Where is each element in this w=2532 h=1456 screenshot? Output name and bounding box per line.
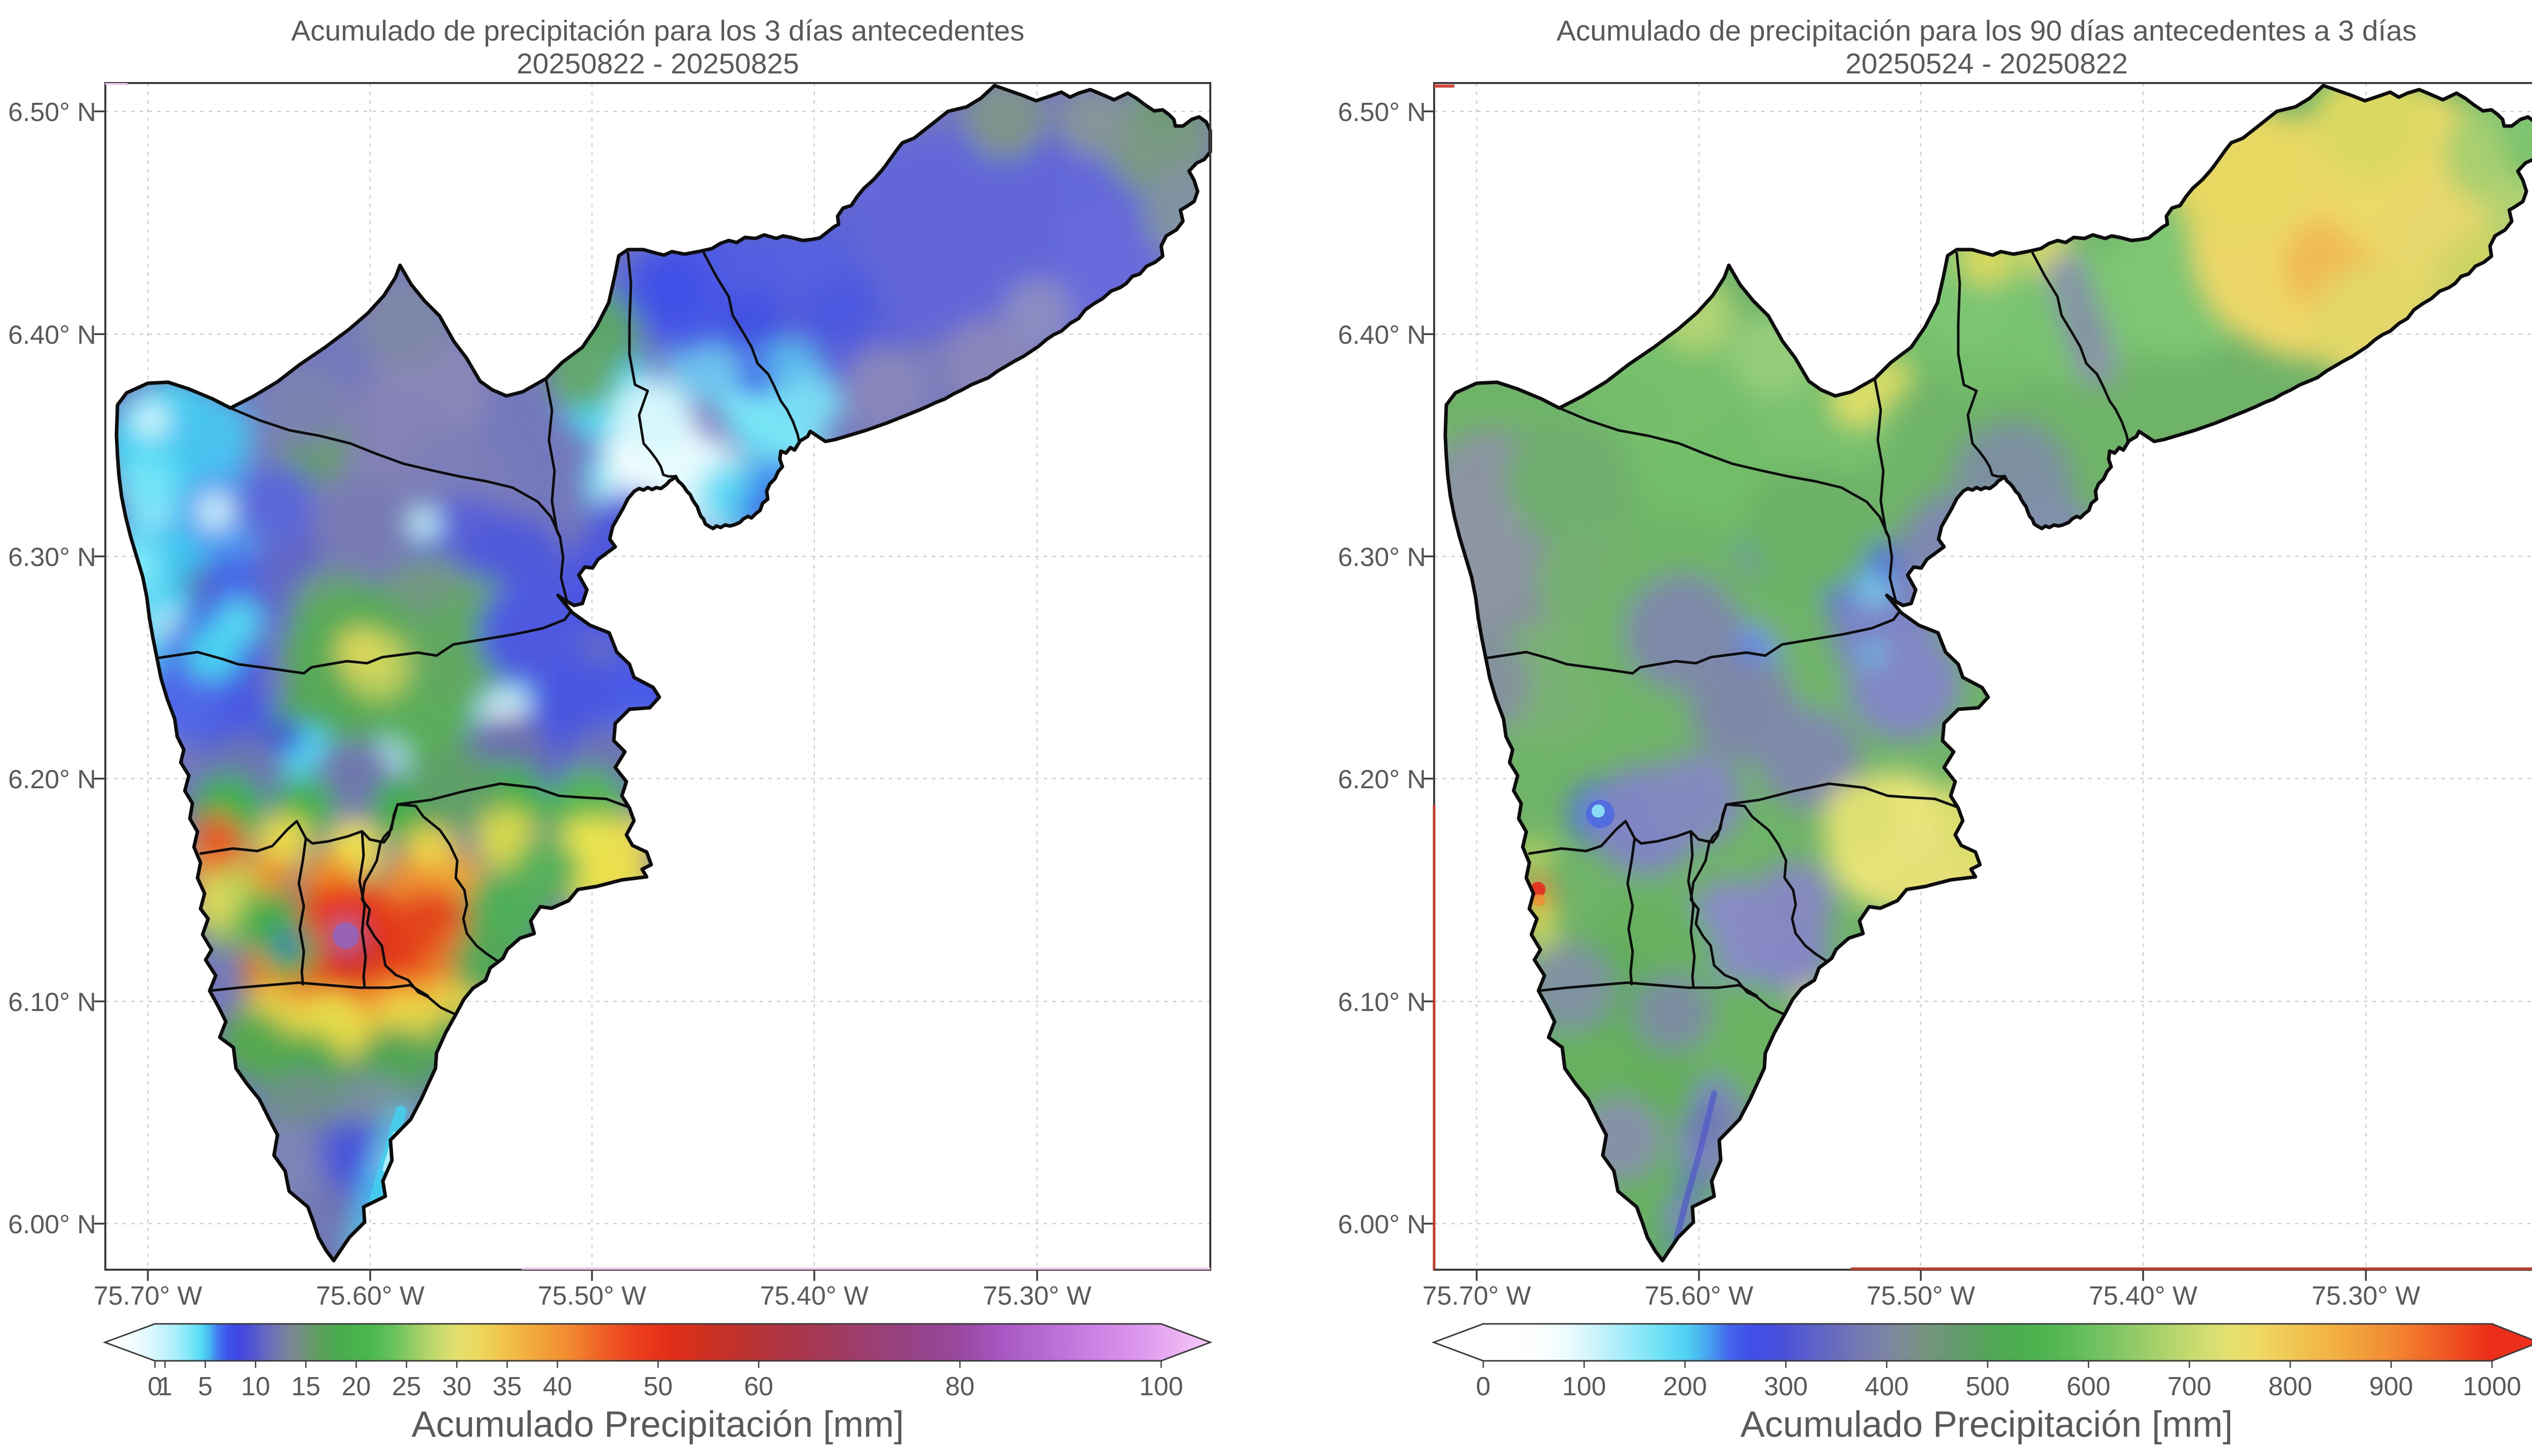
svg-text:75.30° W: 75.30° W — [2312, 1281, 2420, 1311]
svg-text:6.00° N: 6.00° N — [8, 1210, 96, 1239]
svg-text:600: 600 — [2067, 1372, 2111, 1401]
svg-text:1: 1 — [157, 1372, 172, 1401]
svg-text:Acumulado Precipitación [mm]: Acumulado Precipitación [mm] — [412, 1404, 904, 1445]
svg-text:20250524 - 20250822: 20250524 - 20250822 — [1845, 48, 2128, 80]
svg-text:Acumulado de precipitación par: Acumulado de precipitación para los 3 dí… — [291, 15, 1024, 47]
svg-text:80: 80 — [945, 1372, 975, 1401]
svg-text:20: 20 — [341, 1372, 371, 1401]
svg-text:6.20° N: 6.20° N — [8, 765, 96, 794]
svg-text:1000: 1000 — [2463, 1372, 2521, 1401]
svg-text:35: 35 — [493, 1372, 522, 1401]
svg-text:6.50° N: 6.50° N — [8, 98, 96, 127]
svg-text:25: 25 — [392, 1372, 421, 1401]
svg-text:6.40° N: 6.40° N — [1338, 320, 1426, 350]
svg-text:700: 700 — [2167, 1372, 2211, 1401]
svg-text:50: 50 — [644, 1372, 673, 1401]
svg-text:75.30° W: 75.30° W — [983, 1281, 1091, 1311]
svg-text:0: 0 — [1476, 1372, 1491, 1401]
svg-text:75.50° W: 75.50° W — [1867, 1281, 1975, 1311]
svg-text:75.40° W: 75.40° W — [760, 1281, 868, 1311]
svg-text:6.30° N: 6.30° N — [8, 543, 96, 572]
svg-text:6.10° N: 6.10° N — [1338, 988, 1426, 1017]
svg-text:300: 300 — [1764, 1372, 1808, 1401]
svg-text:800: 800 — [2268, 1372, 2312, 1401]
svg-text:200: 200 — [1663, 1372, 1707, 1401]
svg-text:10: 10 — [241, 1372, 270, 1401]
svg-text:6.10° N: 6.10° N — [8, 988, 96, 1017]
svg-text:75.60° W: 75.60° W — [316, 1281, 424, 1311]
svg-text:75.70° W: 75.70° W — [1422, 1281, 1531, 1311]
svg-text:6.20° N: 6.20° N — [1338, 765, 1426, 794]
svg-text:60: 60 — [744, 1372, 773, 1401]
svg-text:15: 15 — [291, 1372, 321, 1401]
svg-text:900: 900 — [2369, 1372, 2413, 1401]
svg-text:30: 30 — [442, 1372, 471, 1401]
svg-text:0: 0 — [148, 1372, 163, 1401]
svg-text:40: 40 — [543, 1372, 572, 1401]
svg-text:75.50° W: 75.50° W — [538, 1281, 646, 1311]
svg-text:75.60° W: 75.60° W — [1645, 1281, 1753, 1311]
svg-text:75.40° W: 75.40° W — [2089, 1281, 2197, 1311]
svg-text:100: 100 — [1562, 1372, 1606, 1401]
svg-text:100: 100 — [1139, 1372, 1183, 1401]
svg-text:6.30° N: 6.30° N — [1338, 543, 1426, 572]
svg-text:400: 400 — [1865, 1372, 1909, 1401]
svg-text:75.70° W: 75.70° W — [94, 1281, 202, 1311]
svg-text:5: 5 — [198, 1372, 213, 1401]
svg-text:6.50° N: 6.50° N — [1338, 98, 1426, 127]
svg-text:20250822 - 20250825: 20250822 - 20250825 — [517, 48, 799, 80]
svg-text:Acumulado Precipitación [mm]: Acumulado Precipitación [mm] — [1740, 1404, 2233, 1445]
svg-text:6.00° N: 6.00° N — [1338, 1210, 1426, 1239]
svg-text:Acumulado de precipitación par: Acumulado de precipitación para los 90 d… — [1557, 15, 2417, 47]
svg-text:6.40° N: 6.40° N — [8, 320, 96, 350]
svg-text:500: 500 — [1966, 1372, 2010, 1401]
